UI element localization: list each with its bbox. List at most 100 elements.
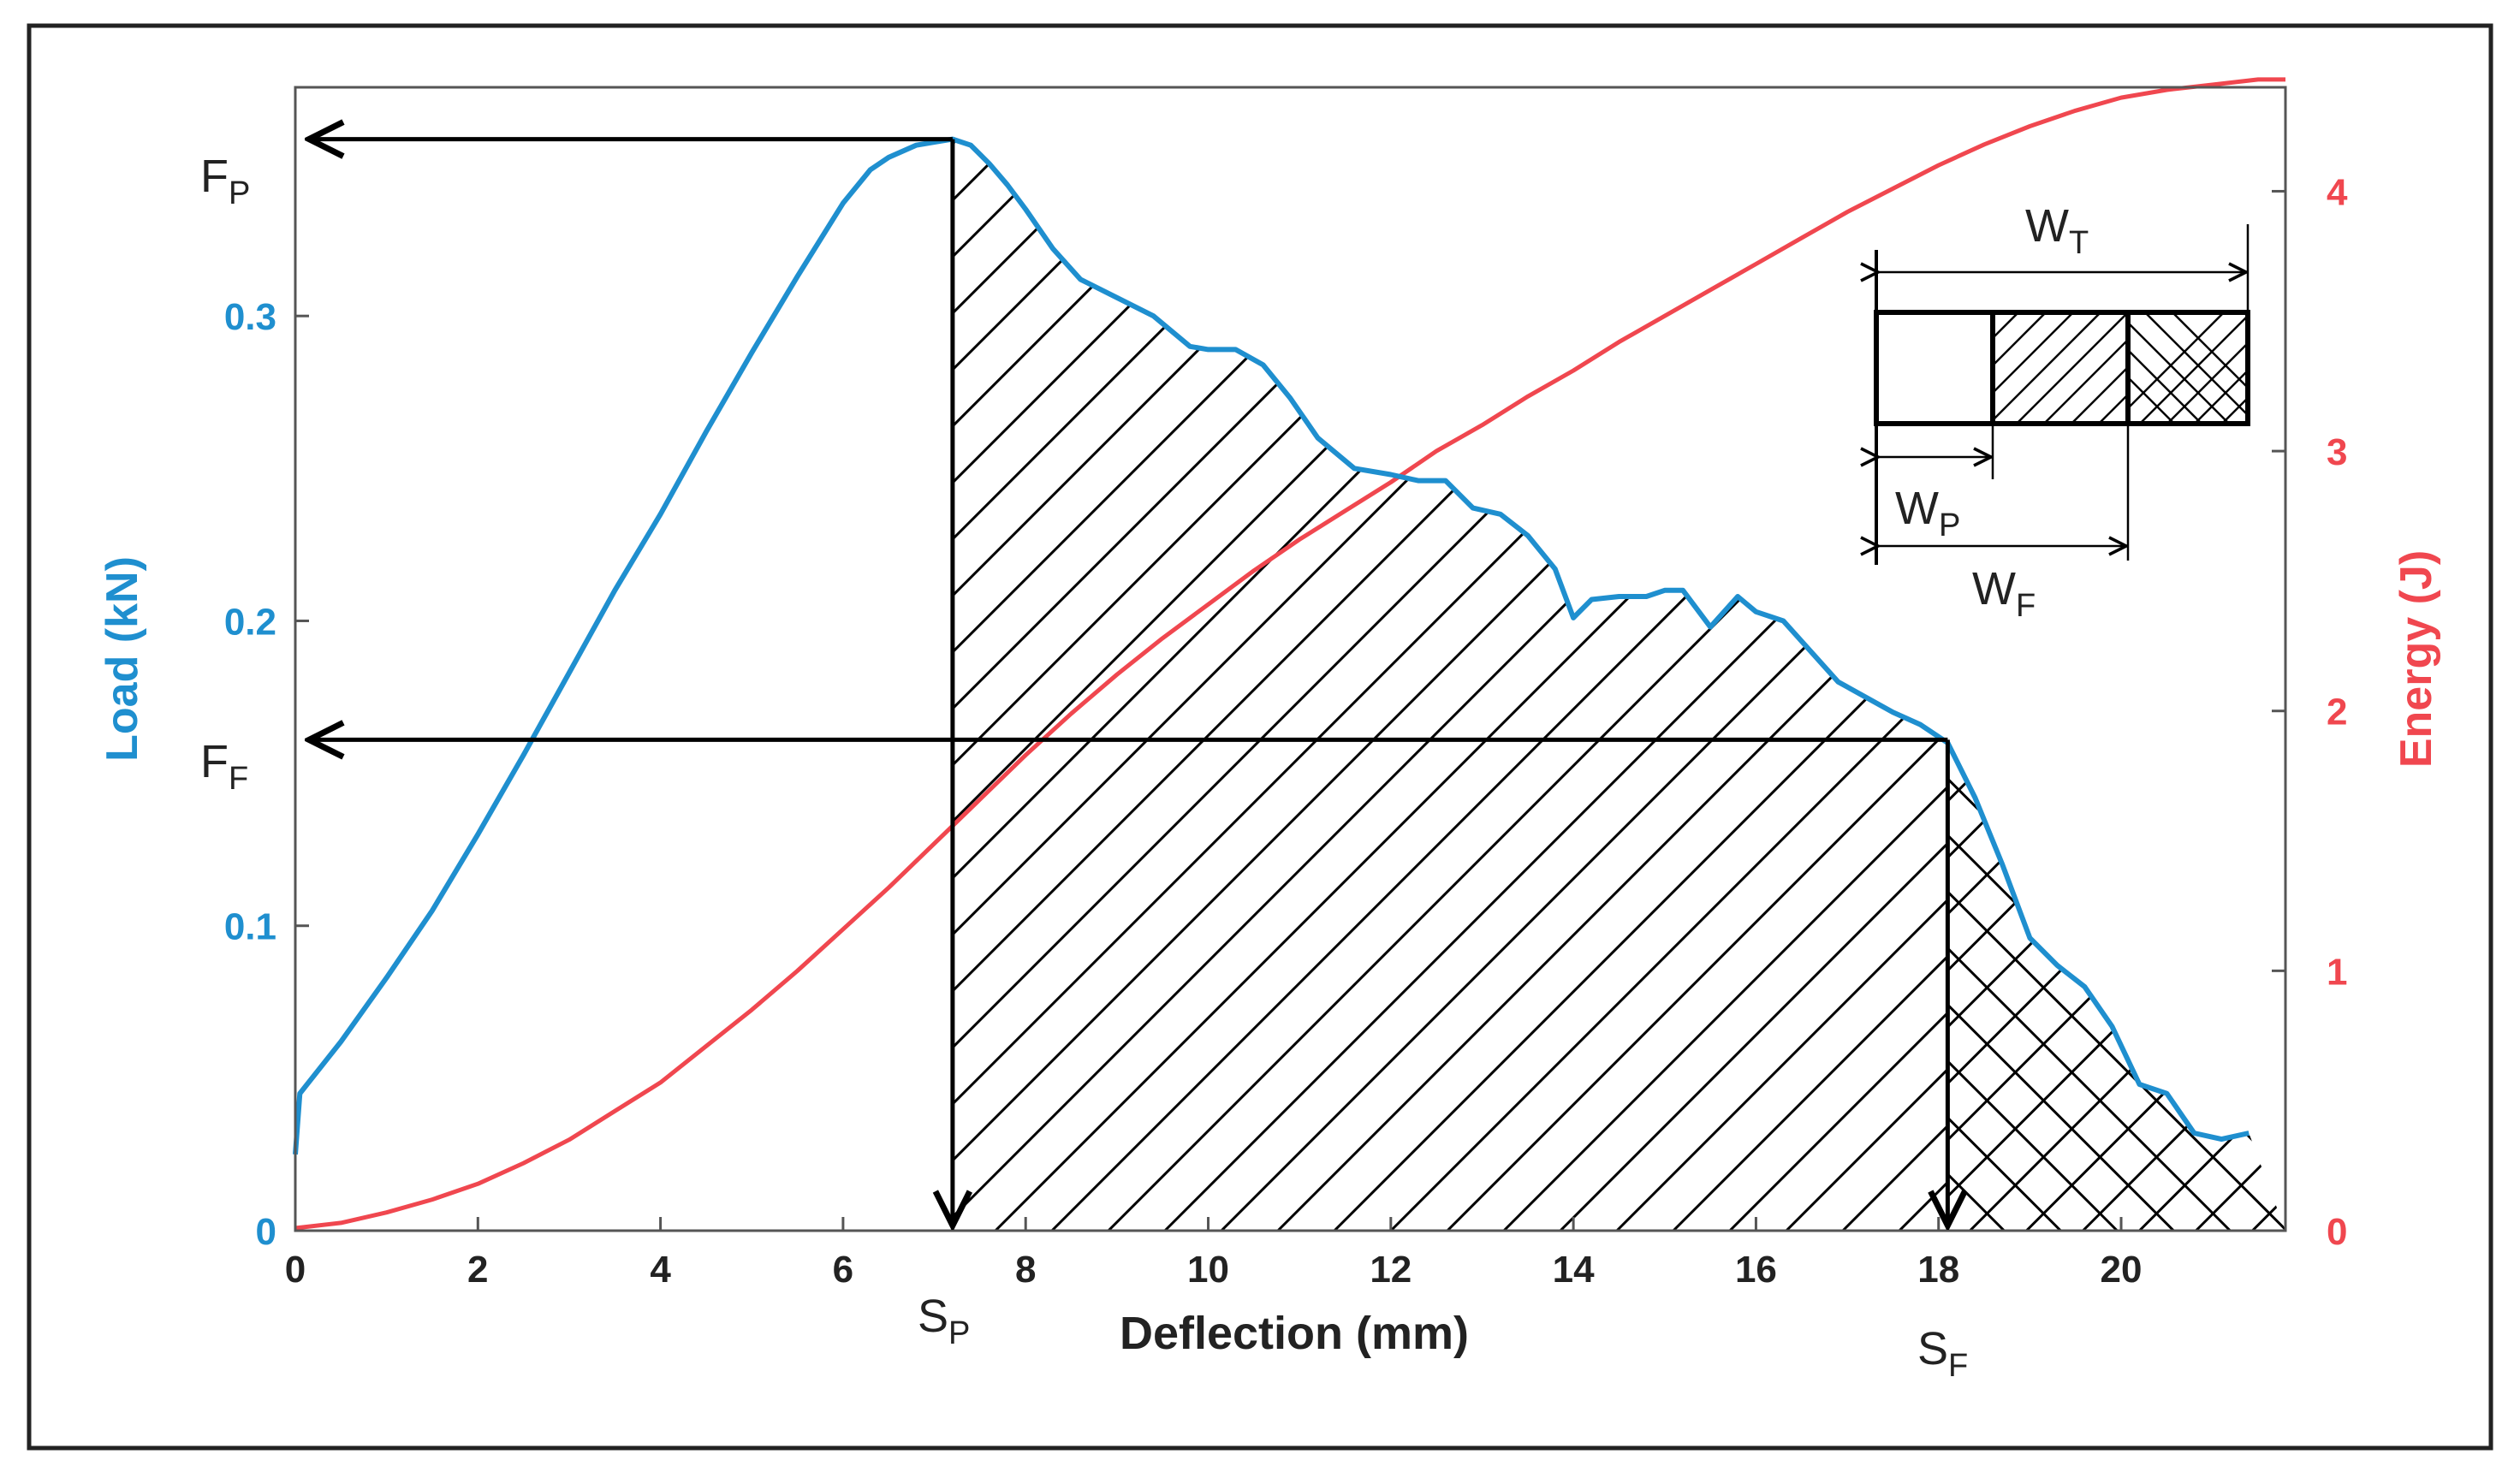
hatch-line — [1947, 743, 2119, 1231]
hatch-line — [952, 139, 1065, 1232]
hatch-line — [1050, 139, 1948, 1232]
hatch-line — [2082, 743, 2285, 1231]
hatch-line — [1947, 743, 2062, 1231]
hatch-line — [2478, 632, 2520, 1231]
hatch-line — [1672, 139, 1948, 1232]
hatch-line — [2251, 743, 2285, 1231]
hatch-line — [952, 139, 1404, 1232]
hatch-line — [2365, 632, 2520, 1231]
x-tick-label-8: 16 — [1735, 1249, 1777, 1291]
left-y-tick-label-1: 0.1 — [224, 906, 276, 948]
wt-label: WT — [2025, 200, 2089, 261]
hatch-line — [952, 139, 1743, 1232]
hatch-line — [952, 139, 1178, 1232]
hatch-line — [952, 139, 1912, 1232]
hatch-line — [1163, 139, 1948, 1232]
hatch-line — [1947, 743, 2232, 1231]
ff-label: FF — [200, 736, 248, 797]
x-axis-label: Deflection (mm) — [1120, 1308, 1469, 1359]
right-y-tick-label-3: 3 — [2327, 431, 2347, 473]
x-tick-label-4: 8 — [1015, 1249, 1036, 1291]
inset-cross-hatch — [2128, 314, 2248, 422]
x-tick-label-7: 14 — [1553, 1249, 1595, 1291]
figure-frame — [27, 23, 2493, 1451]
x-tick-label-10: 20 — [2101, 1249, 2143, 1291]
hatch-line — [952, 139, 1948, 1232]
hatch-line — [1947, 743, 2285, 1231]
hatch-line — [952, 139, 1517, 1232]
plot-area-frame — [294, 86, 2287, 1232]
hatch-line — [2125, 33, 2520, 1231]
right-y-tick-label-1: 1 — [2327, 951, 2347, 993]
hatch-line — [2025, 743, 2285, 1231]
hatch-line — [2478, 632, 2520, 1231]
hatch-line — [1220, 139, 1948, 1232]
hatch-line — [1389, 139, 1948, 1232]
x-axis-ticks: 0 2 4 6 8 10 12 14 16 18 20 — [285, 1217, 2143, 1291]
hatch-line — [2069, 33, 2520, 1231]
hatch-line — [952, 139, 1460, 1232]
hatch-line — [2238, 33, 2520, 1231]
left-y-tick-label-2: 0.2 — [224, 601, 276, 643]
hatch-line — [952, 139, 1347, 1232]
left-y-axis-label: Load (kN) — [98, 556, 147, 762]
left-y-tick-label-0: 0 — [256, 1211, 276, 1253]
x-tick-label-5: 10 — [1187, 1249, 1229, 1291]
hatch-line — [2182, 33, 2520, 1231]
energy-series-line — [294, 77, 2285, 1231]
hatch-line — [2251, 743, 2285, 1231]
energy-inset-diagram: WT WP WF — [1876, 200, 2250, 624]
hatch-line — [1502, 139, 1948, 1232]
x-tick-label-3: 6 — [833, 1249, 853, 1291]
sf-label: SF — [1917, 1323, 1968, 1384]
hatch-line — [2082, 743, 2285, 1231]
hatch-line — [1947, 743, 1949, 1231]
hatch-line — [1947, 743, 1949, 1231]
right-y-tick-label-0: 0 — [2327, 1211, 2347, 1253]
right-y-tick-label-2: 2 — [2327, 692, 2347, 733]
hatch-line — [952, 139, 1573, 1232]
hatch-line — [952, 139, 1234, 1232]
hatch-line — [2195, 743, 2285, 1231]
right-y-axis-label: Energy (J) — [2392, 550, 2441, 768]
fp-label: FP — [200, 151, 250, 211]
hatch-line — [1559, 139, 1948, 1232]
sp-label: SP — [918, 1291, 970, 1351]
hatch-line — [952, 139, 1008, 1232]
x-tick-label-9: 18 — [1917, 1249, 1959, 1291]
right-y-axis-ticks: 0 1 2 3 4 — [2272, 171, 2348, 1253]
x-tick-label-1: 2 — [467, 1249, 488, 1291]
hatch-post-peak-region — [952, 33, 2520, 1232]
hatch-line — [1947, 743, 2175, 1231]
x-tick-label-2: 4 — [650, 1249, 671, 1291]
hatch-line — [1947, 743, 2285, 1231]
hatch-line — [994, 139, 1948, 1232]
load-series-line — [293, 136, 2250, 1155]
hatch-line — [952, 139, 1799, 1232]
hatch-line — [1446, 139, 1948, 1232]
hatch-line — [2012, 33, 2520, 1231]
hatch-line — [1615, 139, 1948, 1232]
hatch-line — [952, 139, 1686, 1232]
x-tick-label-0: 0 — [285, 1249, 306, 1291]
hatch-line — [1276, 139, 1948, 1232]
hatch-line — [2195, 743, 2285, 1231]
hatch-line — [1728, 139, 1948, 1232]
hatch-line — [1107, 139, 1948, 1232]
left-y-axis-ticks: 0 0.1 0.2 0.3 — [224, 296, 309, 1253]
hatch-line — [1947, 743, 2285, 1231]
hatch-line — [1947, 743, 2285, 1231]
hatch-line — [952, 139, 1948, 1232]
right-y-tick-label-4: 4 — [2327, 171, 2348, 213]
hatch-line — [1947, 743, 2285, 1231]
hatch-line — [2025, 743, 2285, 1231]
inset-mid-hatch — [1993, 314, 2128, 422]
wp-label: WP — [1895, 483, 1960, 543]
hatch-line — [2365, 632, 2520, 1231]
hatch-line — [952, 139, 1948, 1232]
wf-label: WF — [1972, 563, 2036, 624]
x-tick-label-6: 12 — [1370, 1249, 1412, 1291]
left-y-tick-label-3: 0.3 — [224, 296, 276, 338]
